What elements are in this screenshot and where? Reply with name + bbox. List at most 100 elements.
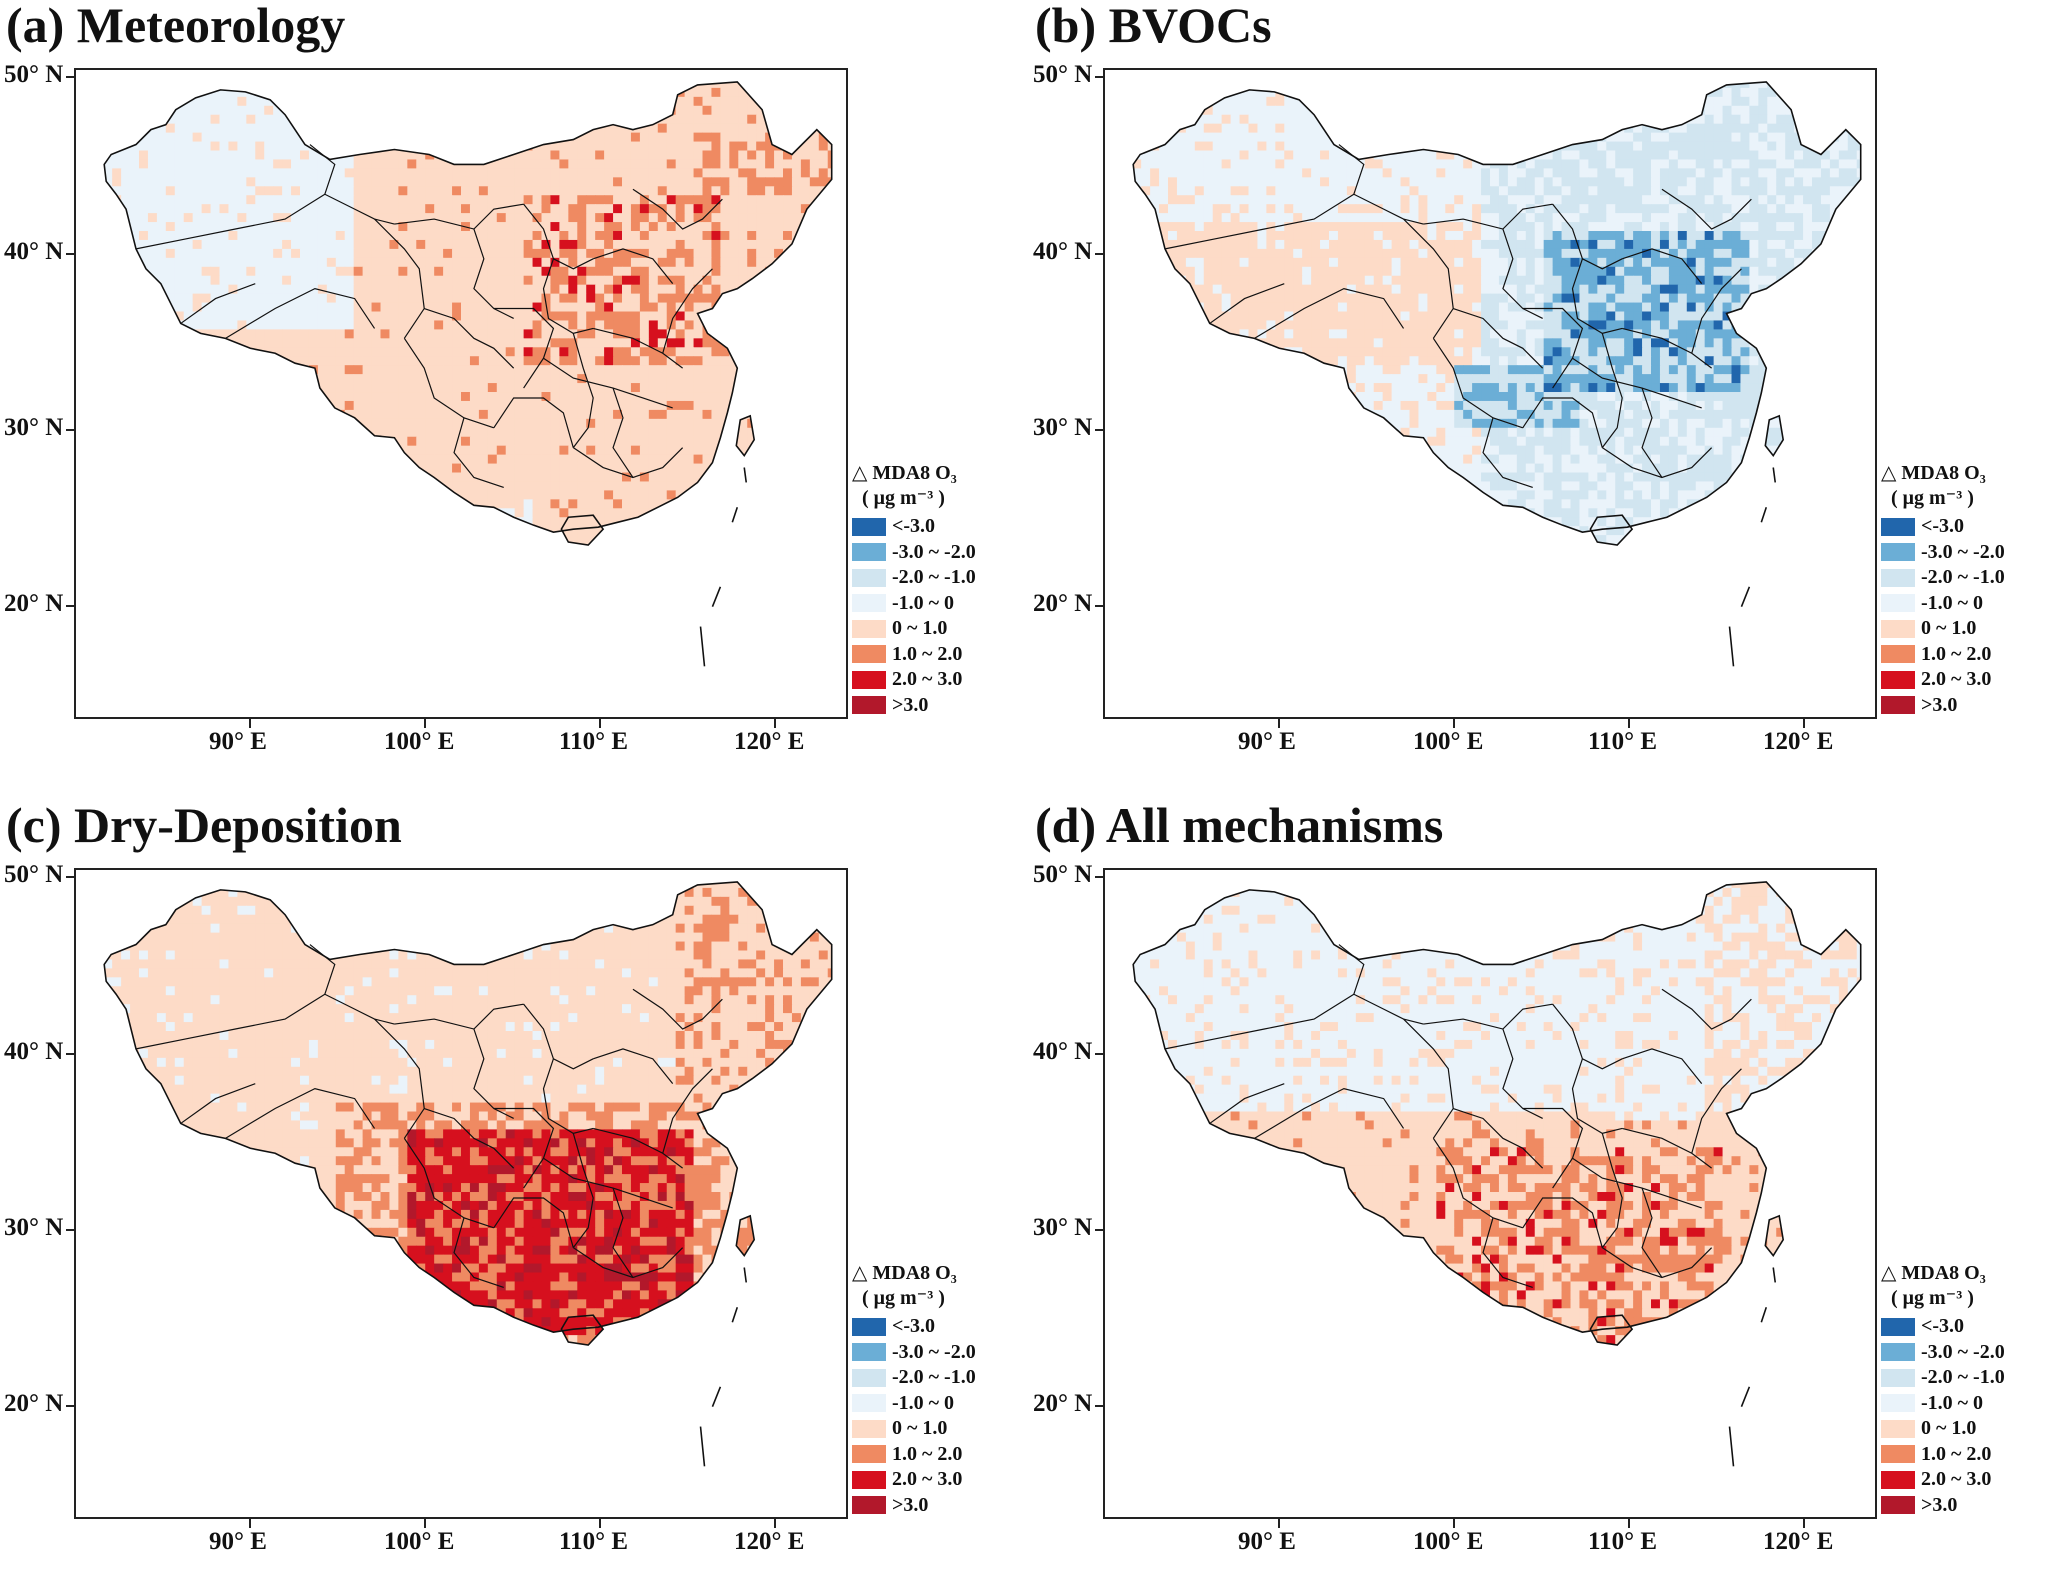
lat-tick-label: 20° N <box>1033 1390 1092 1418</box>
legend-item: -3.0 ~ -2.0 <box>852 540 1027 566</box>
lon-tick-label: 90° E <box>1238 728 1296 756</box>
legend-item: -2.0 ~ -1.0 <box>852 1365 1027 1391</box>
lat-tick-label: 40° N <box>1033 238 1092 266</box>
raster-layer <box>1105 870 1875 1517</box>
legend-label: <-3.0 <box>1921 515 1964 538</box>
legend-item: 0 ~ 1.0 <box>852 616 1027 642</box>
legend-swatch <box>1881 696 1915 714</box>
lon-tick-label: 90° E <box>209 728 267 756</box>
lon-tick <box>1803 1519 1805 1528</box>
map-frame <box>1103 68 1877 719</box>
lat-tick <box>1095 429 1104 431</box>
lon-tick <box>249 1519 251 1528</box>
lat-tick-label: 50° N <box>4 861 63 889</box>
lat-tick-label: 20° N <box>4 1390 63 1418</box>
legend-item: -3.0 ~ -2.0 <box>1881 1340 2056 1366</box>
legend-swatch <box>852 518 886 536</box>
legend-label: 1.0 ~ 2.0 <box>1921 1443 1991 1466</box>
lat-tick <box>1095 1229 1104 1231</box>
legend-swatch <box>852 1420 886 1438</box>
map-canvas <box>1105 870 1875 1517</box>
lon-tick-label: 90° E <box>1238 1528 1296 1556</box>
legend-unit: ( μg m⁻³ ) <box>862 1285 1027 1310</box>
lat-tick <box>66 1405 75 1407</box>
legend-label: -2.0 ~ -1.0 <box>892 1366 976 1389</box>
lon-tick <box>1628 719 1630 728</box>
lat-tick-label: 30° N <box>4 414 63 442</box>
lon-tick <box>1453 719 1455 728</box>
legend-swatch <box>852 1496 886 1514</box>
legend-item: >3.0 <box>1881 1493 2056 1519</box>
legend-label: >3.0 <box>892 694 928 717</box>
legend-swatch <box>1881 1420 1915 1438</box>
legend-swatch <box>1881 645 1915 663</box>
lon-tick-label: 120° E <box>734 728 804 756</box>
lon-tick-label: 120° E <box>1763 728 1833 756</box>
legend-item: 0 ~ 1.0 <box>852 1416 1027 1442</box>
legend-label: -3.0 ~ -2.0 <box>1921 541 2005 564</box>
raster-layer <box>76 70 846 717</box>
legend-swatch <box>1881 671 1915 689</box>
legend-label: 2.0 ~ 3.0 <box>1921 668 1991 691</box>
lon-tick-label: 90° E <box>209 1528 267 1556</box>
legend-swatch <box>852 1394 886 1412</box>
legend-label: -3.0 ~ -2.0 <box>1921 1341 2005 1364</box>
lon-tick-label: 110° E <box>1588 1528 1657 1556</box>
legend-item: >3.0 <box>852 693 1027 719</box>
map-canvas <box>76 870 846 1517</box>
lat-tick-label: 20° N <box>4 590 63 618</box>
legend-unit: ( μg m⁻³ ) <box>1891 485 2056 510</box>
legend-item: 0 ~ 1.0 <box>1881 1416 2056 1442</box>
legend-swatch <box>1881 518 1915 536</box>
legend-swatch <box>852 1343 886 1361</box>
legend-label: 2.0 ~ 3.0 <box>1921 1468 1991 1491</box>
lat-tick <box>1095 876 1104 878</box>
legend-swatch <box>852 1369 886 1387</box>
lat-tick <box>1095 253 1104 255</box>
legend-swatch <box>852 1445 886 1463</box>
lat-tick <box>66 1053 75 1055</box>
legend-label: -1.0 ~ 0 <box>892 592 954 615</box>
legend-label: 0 ~ 1.0 <box>892 1417 947 1440</box>
lon-tick <box>424 1519 426 1528</box>
map-frame <box>74 68 848 719</box>
legend-unit: ( μg m⁻³ ) <box>862 485 1027 510</box>
lat-tick <box>66 1229 75 1231</box>
legend: △ MDA8 O₃( μg m⁻³ )<-3.0-3.0 ~ -2.0-2.0 … <box>1881 1260 2056 1518</box>
map-canvas <box>1105 70 1875 717</box>
legend-item: -3.0 ~ -2.0 <box>852 1340 1027 1366</box>
legend-item: 0 ~ 1.0 <box>1881 616 2056 642</box>
map-frame <box>74 868 848 1519</box>
legend: △ MDA8 O₃( μg m⁻³ )<-3.0-3.0 ~ -2.0-2.0 … <box>1881 460 2056 718</box>
legend-swatch <box>1881 1496 1915 1514</box>
legend-label: <-3.0 <box>892 1315 935 1338</box>
legend-swatch <box>852 543 886 561</box>
lon-tick <box>424 719 426 728</box>
lat-tick-label: 40° N <box>4 238 63 266</box>
legend-item: 1.0 ~ 2.0 <box>852 642 1027 668</box>
legend-label: 1.0 ~ 2.0 <box>892 1443 962 1466</box>
legend-title: △ MDA8 O₃ <box>1881 460 2056 485</box>
legend-swatch <box>1881 1343 1915 1361</box>
panel-title: (c) Dry-Deposition <box>6 796 402 854</box>
legend-swatch <box>852 1471 886 1489</box>
legend-unit: ( μg m⁻³ ) <box>1891 1285 2056 1310</box>
legend-item: -2.0 ~ -1.0 <box>1881 1365 2056 1391</box>
lon-tick <box>1803 719 1805 728</box>
legend-swatch <box>1881 594 1915 612</box>
legend-swatch <box>852 671 886 689</box>
legend-item: 2.0 ~ 3.0 <box>852 667 1027 693</box>
legend-title: △ MDA8 O₃ <box>852 1260 1027 1285</box>
lat-tick-label: 40° N <box>4 1038 63 1066</box>
lat-tick <box>1095 76 1104 78</box>
lon-tick <box>1278 1519 1280 1528</box>
legend-item: -1.0 ~ 0 <box>852 1391 1027 1417</box>
legend-label: 0 ~ 1.0 <box>892 617 947 640</box>
legend-item: -2.0 ~ -1.0 <box>852 565 1027 591</box>
legend-swatch <box>852 1318 886 1336</box>
legend-label: -3.0 ~ -2.0 <box>892 541 976 564</box>
legend-item: 2.0 ~ 3.0 <box>1881 667 2056 693</box>
